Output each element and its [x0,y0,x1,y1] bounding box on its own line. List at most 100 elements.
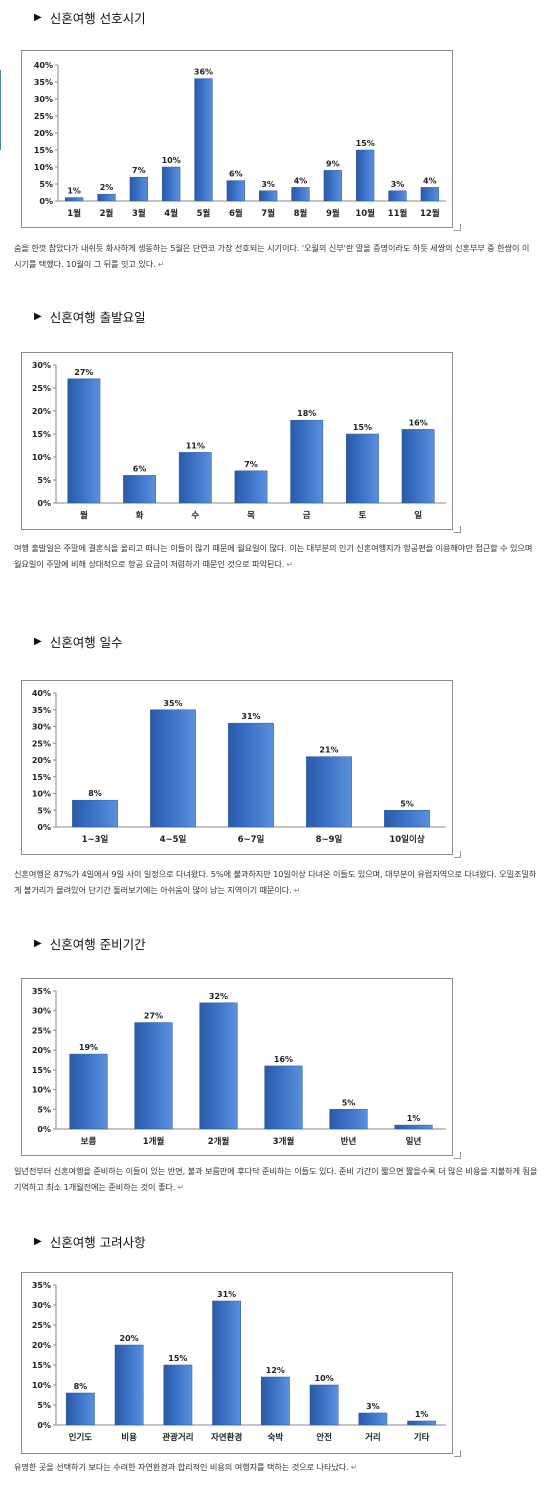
y-tick-label: 25% [32,384,51,393]
x-tick-label: 2월 [100,208,114,219]
x-tick-label: 보름 [81,1136,97,1147]
x-tick-label: 3개월 [273,1136,295,1147]
data-label: 12% [266,1366,285,1375]
y-tick-label: 0% [37,499,51,508]
x-tick-label: 6~7일 [238,834,265,845]
bar [309,1384,339,1426]
y-tick-label: 25% [32,1026,51,1035]
data-label: 20% [120,1334,139,1343]
x-tick-label: 월 [80,510,88,521]
y-tick-label: 0% [37,1125,51,1134]
data-label: 27% [144,1012,163,1021]
section-caption-5: 유명한 곳을 선택하기 보다는 수려한 자연환경과 합리적인 비용의 여행지를 … [14,1459,538,1476]
y-tick-label: 30% [32,723,51,732]
heading-text: 신혼여행 일수 [49,635,123,650]
x-tick-label: 8월 [294,208,308,219]
y-tick-label: 5% [37,476,51,485]
data-label: 15% [353,423,372,432]
data-label: 15% [356,139,375,148]
y-tick-label: 20% [34,129,53,138]
x-tick-label: 자연환경 [211,1432,242,1443]
x-tick-label: 목 [247,511,255,521]
caption-text: 여행 출발일은 주말에 결혼식을 올리고 떠나는 이들이 많기 때문에 월요일이… [14,543,533,569]
bar [134,1022,173,1130]
section-heading-4: ▶ 신혼여행 준비기간 [34,934,146,953]
y-tick-label: 15% [32,430,51,439]
y-tick-label: 40% [32,689,51,698]
bar [67,378,101,504]
bar [358,1412,388,1426]
paragraph-mark-icon: ↵ [350,1463,358,1472]
bar [260,1376,290,1426]
bar [420,187,439,202]
x-tick-label: 거리 [365,1432,381,1443]
x-tick-label: 10월 [355,208,375,219]
chart-prep-period: 0% 5% 10% 15% 20% 25% 30% 35% 19% 보름 27% 1개월 32% 2개월 1… [21,978,453,1156]
y-tick-label: 25% [32,739,51,748]
data-label: 32% [209,992,228,1001]
x-tick-label: 11월 [388,208,408,219]
data-label: 7% [244,460,258,469]
section-heading-3: ▶ 신혼여행 일수 [34,632,123,651]
x-tick-label: 4월 [164,208,178,219]
bar [150,709,196,828]
y-tick-label: 5% [37,1401,51,1410]
caption-text: 일년전부터 신혼여행을 준비하는 이들이 있는 반면, 불과 보름만에 후다닥 … [14,1166,538,1192]
x-tick-label: 3월 [132,208,146,219]
data-label: 11% [186,441,205,450]
data-label: 5% [400,799,414,808]
section-heading-2: ▶ 신혼여행 출발요일 [34,307,146,326]
chart-considerations: 0% 5% 10% 15% 20% 25% 30% 35% 8% 인기도 20% 비용 15% 관광거리 3… [21,1272,453,1454]
x-tick-label: 인기도 [69,1432,93,1443]
data-label: 21% [319,746,338,755]
data-label: 1% [407,1114,421,1123]
chart-svg: 0% 5% 10% 15% 20% 25% 30% 35% 40% 1% 1월 2% 2월 7% 3월 10%… [34,61,446,219]
y-tick-label: 15% [34,146,53,155]
x-tick-label: 10일이상 [389,834,424,845]
bar [384,810,430,828]
section-caption-4: 일년전부터 신혼여행을 준비하는 이들이 있는 반면, 불과 보름만에 후다닥 … [14,1163,538,1196]
triangle-bullet-icon: ▶ [34,311,42,322]
y-tick-label: 30% [32,1301,51,1310]
bar [323,170,342,202]
data-label: 16% [409,418,428,427]
bar [226,180,245,202]
bar [199,1002,238,1130]
bar [228,722,274,828]
data-label: 8% [88,789,102,798]
bar [97,193,116,202]
bar [178,452,212,504]
y-tick-label: 0% [37,823,51,832]
data-label: 35% [163,699,182,708]
y-tick-label: 10% [34,163,53,172]
y-tick-label: 20% [32,1341,51,1350]
data-label: 4% [423,176,437,185]
triangle-bullet-icon: ▶ [34,12,42,23]
bar [259,190,278,202]
bar [72,799,118,828]
y-tick-label: 30% [34,95,53,104]
data-label: 4% [294,176,308,185]
data-label: 10% [315,1374,334,1383]
triangle-bullet-icon: ▶ [34,1236,42,1247]
y-tick-label: 20% [32,407,51,416]
y-tick-label: 30% [32,1007,51,1016]
chart-svg: 0% 5% 10% 15% 20% 25% 30% 35% 19% 보름 27% 1개월 32% 2개월 1… [32,987,446,1147]
section-heading-1: ▶ 신혼여행 선호시기 [34,8,146,27]
heading-text: 신혼여행 준비기간 [49,937,146,952]
y-tick-label: 0% [37,1421,51,1430]
y-tick-label: 10% [32,1381,51,1390]
y-tick-label: 5% [39,180,53,189]
paragraph-mark-icon: ↵ [286,560,293,569]
data-label: 19% [79,1043,98,1052]
corner-mark [454,851,461,858]
y-tick-label: 15% [32,773,51,782]
corner-mark [454,526,461,533]
bar [407,1420,437,1426]
heading-text: 신혼여행 선호시기 [49,11,146,26]
triangle-bullet-icon: ▶ [34,938,42,949]
x-tick-label: 4~5일 [160,834,187,845]
paragraph-mark-icon: ↵ [293,886,301,895]
heading-text: 신혼여행 고려사항 [49,1235,146,1250]
x-tick-label: 5월 [197,208,211,219]
